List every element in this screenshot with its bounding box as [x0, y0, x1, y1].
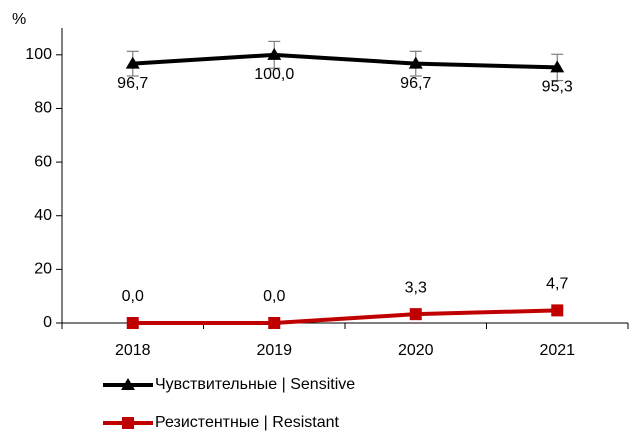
- data-label: 4,7: [546, 276, 568, 293]
- data-label: 100,0: [254, 66, 294, 83]
- y-axis-label: %: [12, 11, 26, 28]
- data-label: 96,7: [400, 75, 431, 92]
- legend-label: Резистентные | Resistant: [155, 414, 340, 431]
- x-tick-label: 2021: [539, 342, 575, 359]
- data-point: [550, 60, 565, 73]
- data-point: [409, 308, 422, 321]
- y-tick-label: 100: [25, 46, 52, 63]
- x-tick-label: 2020: [398, 342, 434, 359]
- y-tick-label: 60: [34, 153, 52, 170]
- series-line: [132, 52, 558, 70]
- data-label: 0,0: [122, 288, 144, 305]
- data-point: [268, 317, 281, 329]
- data-point: [126, 317, 139, 329]
- data-label: 0,0: [263, 288, 285, 305]
- y-tick-label: 20: [34, 261, 52, 278]
- x-tick-label: 2019: [256, 342, 292, 359]
- legend-marker: [121, 378, 135, 390]
- x-tick-label: 2018: [115, 342, 151, 359]
- data-point: [408, 56, 423, 69]
- data-point: [551, 304, 564, 317]
- data-label: 95,3: [542, 79, 573, 96]
- series-line: [132, 308, 558, 325]
- data-label: 3,3: [405, 279, 427, 296]
- y-tick-label: 80: [34, 100, 52, 117]
- y-tick-label: 0: [43, 314, 52, 331]
- legend-marker: [122, 417, 134, 429]
- data-label: 96,7: [117, 75, 148, 92]
- data-point: [267, 47, 282, 60]
- y-tick-label: 40: [34, 207, 52, 224]
- legend-label: Чувствительные | Sensitive: [155, 376, 355, 393]
- data-point: [125, 56, 140, 69]
